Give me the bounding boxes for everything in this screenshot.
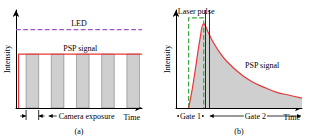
- svg-text:(b): (b): [234, 127, 244, 136]
- svg-text:LED: LED: [71, 19, 87, 28]
- svg-text:Camera exposure: Camera exposure: [59, 112, 115, 121]
- svg-text:Gate 1: Gate 1: [180, 112, 201, 121]
- svg-text:Time: Time: [123, 113, 140, 122]
- svg-text:Gate 2: Gate 2: [245, 112, 266, 121]
- svg-text:Intensity: Intensity: [163, 45, 172, 73]
- svg-text:PSP signal: PSP signal: [63, 44, 98, 53]
- svg-text:(a): (a): [75, 127, 84, 136]
- svg-text:Intensity: Intensity: [3, 45, 12, 73]
- svg-text:PSP signal: PSP signal: [245, 61, 280, 70]
- svg-text:Time: Time: [283, 113, 300, 122]
- svg-text:Laser pulse: Laser pulse: [178, 7, 215, 16]
